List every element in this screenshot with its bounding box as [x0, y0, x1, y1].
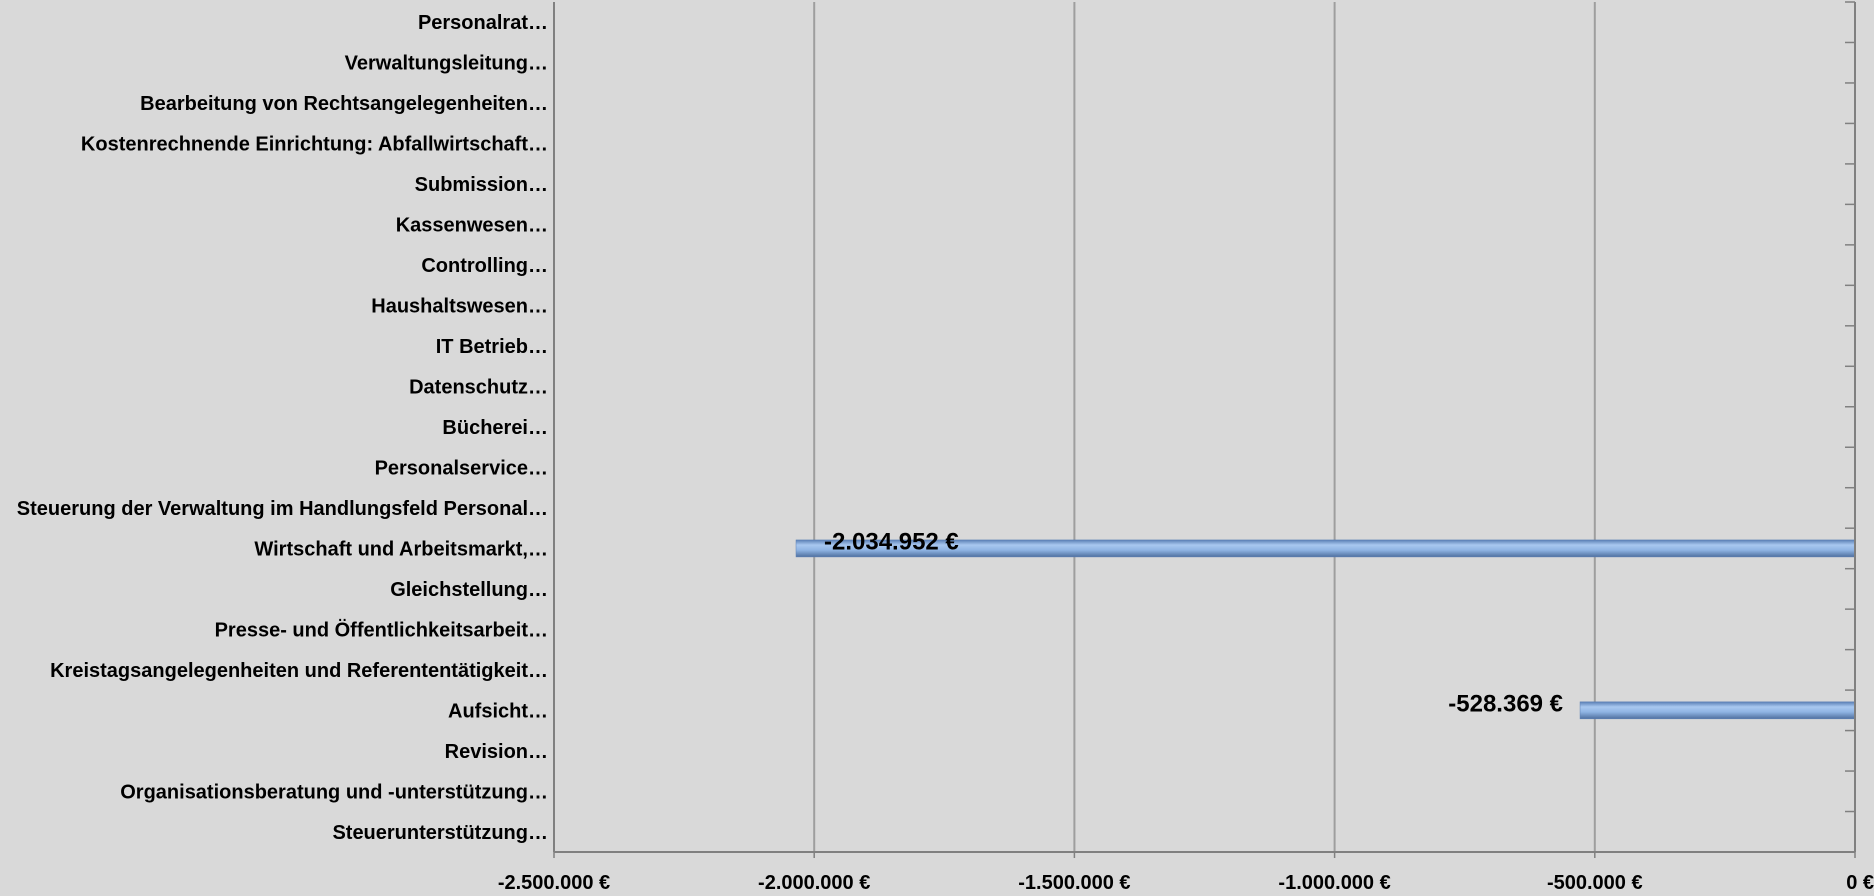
category-label: Personalrat… — [418, 12, 548, 34]
x-tick-label: -2.000.000 € — [758, 872, 870, 894]
category-label: Submission… — [415, 174, 548, 196]
category-label: Datenschutz… — [409, 377, 548, 399]
grid-lines — [813, 2, 1596, 852]
x-tick-label: -1.000.000 € — [1278, 872, 1390, 894]
category-label: Presse- und Öffentlichkeitsarbeit… — [215, 618, 548, 641]
bars — [795, 539, 1856, 720]
x-tick-label: -2.500.000 € — [498, 872, 610, 894]
category-label: Bücherei… — [442, 417, 548, 439]
category-label: Aufsicht… — [448, 700, 548, 722]
axes — [553, 1, 1856, 858]
category-label: Kreistagsangelegenheiten und Referentent… — [50, 660, 548, 682]
category-label: Revision… — [445, 741, 548, 763]
category-label: Kassenwesen… — [396, 215, 548, 237]
category-label: Steuerunterstützung… — [332, 822, 548, 844]
bar — [1579, 701, 1856, 720]
category-label: Wirtschaft und Arbeitsmarkt,… — [254, 538, 548, 560]
x-tick-label: -500.000 € — [1547, 872, 1643, 894]
category-label: Bearbeitung von Rechtsangelegenheiten… — [140, 93, 548, 115]
category-label: Kostenrechnende Einrichtung: Abfallwirts… — [81, 134, 548, 156]
data-label: -528.369 € — [1448, 690, 1563, 717]
x-tick-label: 0 € — [1846, 872, 1874, 894]
category-label: Haushaltswesen… — [371, 296, 548, 318]
labels: -2.500.000 € -2.000.000 € -1.500.000 € -1.0… — [17, 12, 1874, 894]
category-label: Verwaltungsleitung… — [345, 53, 548, 75]
category-label: Controlling… — [421, 255, 548, 277]
category-label: Organisationsberatung und -unterstützung… — [120, 781, 548, 803]
data-label: -2.034.952 € — [824, 528, 959, 555]
category-label: Gleichstellung… — [390, 579, 548, 601]
category-label: Steuerung der Verwaltung im Handlungsfel… — [17, 498, 548, 520]
category-label: Personalservice… — [375, 457, 548, 479]
category-label: IT Betrieb… — [436, 336, 548, 358]
x-tick-label: -1.500.000 € — [1018, 872, 1130, 894]
